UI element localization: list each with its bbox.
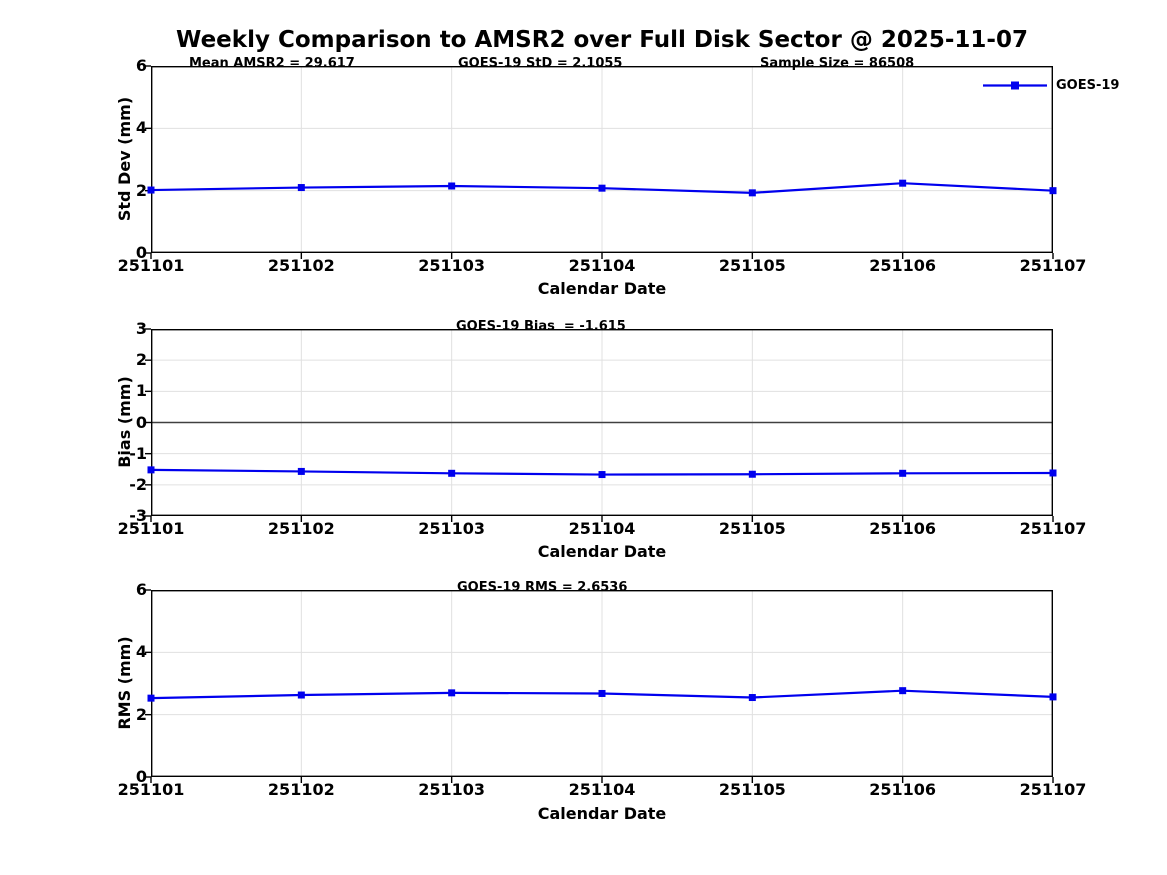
y-tick-label: -2 bbox=[129, 474, 147, 494]
data-point-marker bbox=[899, 687, 907, 695]
x-tick-label: 251103 bbox=[418, 519, 486, 538]
y-tick-label: 6 bbox=[135, 580, 147, 599]
y-tick-label: 4 bbox=[135, 118, 147, 138]
x-tick-label: 251107 bbox=[1019, 780, 1087, 799]
x-tick-label: 251103 bbox=[418, 780, 486, 799]
y-tick-label: 6 bbox=[135, 56, 147, 75]
x-tick-label: 251101 bbox=[117, 780, 185, 799]
data-point-marker bbox=[598, 184, 606, 192]
x-tick-label: 251102 bbox=[267, 780, 335, 799]
data-point-marker bbox=[297, 467, 305, 475]
data-point-marker bbox=[748, 470, 756, 478]
y-axis-label-std-dev: Std Dev (mm) bbox=[115, 96, 134, 222]
axes-box bbox=[150, 328, 1053, 517]
y-tick-label: 1 bbox=[135, 381, 147, 401]
y-tick-label: 2 bbox=[135, 350, 147, 370]
plot-area-rms bbox=[145, 589, 1057, 783]
x-tick-label: 251101 bbox=[117, 256, 185, 275]
plot-area-bias bbox=[145, 328, 1057, 522]
data-point-marker bbox=[448, 182, 456, 190]
axes-box bbox=[150, 589, 1053, 778]
x-tick-label: 251101 bbox=[117, 519, 185, 538]
legend-marker-icon bbox=[1011, 81, 1019, 90]
data-point-marker bbox=[1049, 693, 1057, 701]
y-tick-label: 0 bbox=[135, 412, 147, 432]
legend-line-sample bbox=[983, 81, 1047, 90]
x-axis-label-rms: Calendar Date bbox=[537, 804, 667, 823]
x-tick-label: 251105 bbox=[718, 780, 786, 799]
y-tick-label: -3 bbox=[129, 506, 147, 525]
x-tick-label: 251102 bbox=[267, 519, 335, 538]
data-point-marker bbox=[598, 471, 606, 479]
axes-box bbox=[150, 65, 1053, 254]
data-point-marker bbox=[899, 179, 907, 187]
x-tick-label: 251107 bbox=[1019, 256, 1087, 275]
data-point-marker bbox=[297, 691, 305, 699]
data-point-marker bbox=[748, 189, 756, 197]
data-point-marker bbox=[748, 694, 756, 702]
x-tick-label: 251104 bbox=[568, 256, 636, 275]
y-tick-label: 2 bbox=[135, 180, 147, 200]
data-point-marker bbox=[598, 689, 606, 697]
x-tick-label: 251103 bbox=[418, 256, 486, 275]
y-tick-label: -1 bbox=[129, 443, 147, 463]
x-tick-label: 251106 bbox=[869, 519, 937, 538]
data-point-marker bbox=[1049, 187, 1057, 195]
data-point-marker bbox=[448, 689, 456, 697]
x-tick-label: 251104 bbox=[568, 780, 636, 799]
x-tick-label: 251104 bbox=[568, 519, 636, 538]
chart-title: Weekly Comparison to AMSR2 over Full Dis… bbox=[176, 27, 1028, 53]
x-tick-label: 251102 bbox=[267, 256, 335, 275]
y-tick-label: 0 bbox=[135, 767, 147, 786]
x-tick-label: 251106 bbox=[869, 780, 937, 799]
legend: GOES-19 bbox=[983, 78, 1119, 93]
x-axis-label-bias: Calendar Date bbox=[537, 542, 667, 561]
data-point-marker bbox=[147, 186, 155, 194]
x-tick-label: 251107 bbox=[1019, 519, 1087, 538]
y-tick-label: 4 bbox=[135, 642, 147, 662]
data-point-marker bbox=[147, 466, 155, 474]
legend-label: GOES-19 bbox=[1056, 78, 1120, 93]
data-point-marker bbox=[899, 469, 907, 477]
data-point-marker bbox=[1049, 469, 1057, 477]
data-point-marker bbox=[147, 694, 155, 702]
x-tick-label: 251106 bbox=[869, 256, 937, 275]
x-axis-label-std-dev: Calendar Date bbox=[537, 279, 667, 298]
y-tick-label: 3 bbox=[135, 319, 147, 338]
data-point-marker bbox=[448, 469, 456, 477]
x-tick-label: 251105 bbox=[718, 256, 786, 275]
plot-area-std-dev bbox=[145, 65, 1057, 259]
data-point-marker bbox=[297, 184, 305, 192]
y-tick-label: 0 bbox=[135, 243, 147, 262]
y-tick-label: 2 bbox=[135, 704, 147, 724]
y-axis-label-rms: RMS (mm) bbox=[115, 636, 134, 730]
x-tick-label: 251105 bbox=[718, 519, 786, 538]
